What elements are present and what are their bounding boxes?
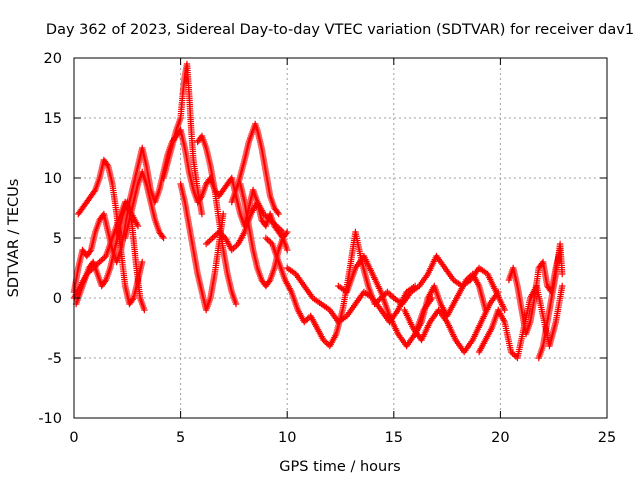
data-point: [282, 230, 290, 237]
x-tick-label: 0: [69, 430, 78, 446]
data-point: [284, 228, 291, 236]
data-point: [284, 246, 291, 254]
x-tick-label: 25: [598, 430, 616, 446]
data-point: [86, 248, 94, 255]
data-point: [495, 288, 502, 296]
y-tick-label: 10: [44, 171, 62, 187]
data-point: [129, 296, 136, 303]
x-tick-label: 10: [278, 430, 296, 446]
x-tick-label: 20: [491, 430, 509, 446]
data-point: [275, 210, 282, 218]
data-point: [141, 306, 148, 314]
y-tick-label: 0: [53, 291, 62, 307]
data-point: [198, 210, 206, 218]
tick-labels: 0 5 10 15 20 25 -10 -5 0 5 10 15 20: [38, 51, 616, 446]
x-axis-label: GPS time / hours: [279, 459, 400, 475]
data-points: [70, 60, 566, 362]
x-tick-label: 5: [176, 430, 185, 446]
data-point: [559, 270, 566, 278]
data-point: [159, 233, 166, 240]
data-point: [103, 161, 111, 168]
x-tick-label: 15: [385, 430, 403, 446]
data-point: [232, 300, 240, 308]
data-point: [91, 188, 98, 195]
y-axis-label: SDTVAR / TECUs: [6, 179, 22, 298]
data-point: [101, 278, 109, 285]
axes: [73, 57, 608, 419]
y-tick-label: 15: [44, 111, 62, 127]
data-point: [482, 306, 489, 314]
chart-title: Day 362 of 2023, Sidereal Day-to-day VTE…: [46, 22, 634, 38]
data-point: [265, 278, 273, 285]
data-point: [274, 209, 281, 216]
y-tick-label: -5: [48, 351, 62, 367]
data-point: [160, 234, 167, 242]
data-point: [559, 282, 566, 290]
data-point: [501, 306, 508, 314]
y-tick-label: 5: [53, 231, 62, 247]
y-tick-label: -10: [38, 411, 62, 427]
data-point: [139, 258, 146, 266]
data-point: [134, 222, 142, 230]
y-tick-label: 20: [44, 51, 62, 67]
